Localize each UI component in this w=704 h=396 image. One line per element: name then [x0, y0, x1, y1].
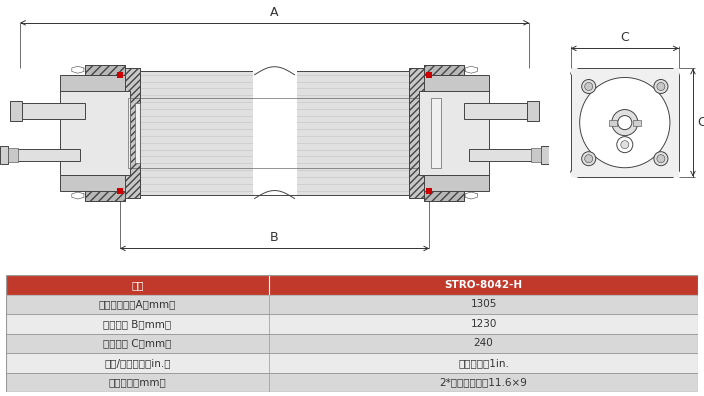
- Circle shape: [654, 80, 668, 93]
- Text: C: C: [697, 116, 704, 129]
- Bar: [128, 98, 130, 168]
- Bar: [425, 190, 464, 200]
- Bar: [432, 98, 441, 168]
- Circle shape: [617, 137, 633, 153]
- Bar: [633, 120, 641, 126]
- Circle shape: [654, 152, 668, 166]
- Bar: [85, 190, 125, 200]
- Text: 产水接口（mm）: 产水接口（mm）: [108, 377, 166, 387]
- Bar: [541, 146, 549, 164]
- Text: B: B: [270, 231, 279, 244]
- Polygon shape: [128, 71, 432, 194]
- Bar: [85, 190, 125, 200]
- Text: 膜组件拉杆长A（mm）: 膜组件拉杆长A（mm）: [99, 299, 176, 309]
- Circle shape: [621, 141, 629, 148]
- Text: 进水/浓水接口（in.）: 进水/浓水接口（in.）: [104, 358, 170, 368]
- Bar: [6, 314, 698, 333]
- Circle shape: [582, 80, 596, 93]
- Text: 法兰宽度 C（mm）: 法兰宽度 C（mm）: [103, 338, 172, 348]
- Bar: [425, 175, 489, 190]
- Bar: [571, 69, 679, 177]
- Text: 240: 240: [474, 338, 494, 348]
- Bar: [470, 148, 544, 161]
- Text: A: A: [270, 6, 279, 19]
- Text: 1305: 1305: [470, 299, 497, 309]
- Bar: [425, 65, 464, 75]
- Bar: [425, 65, 464, 75]
- Bar: [409, 68, 429, 198]
- Circle shape: [618, 116, 631, 129]
- Bar: [6, 275, 698, 295]
- Bar: [85, 65, 125, 75]
- Bar: [609, 120, 617, 126]
- Text: 型号: 型号: [131, 280, 144, 290]
- Circle shape: [657, 82, 665, 91]
- Text: 2*软管快速接口11.6×9: 2*软管快速接口11.6×9: [440, 377, 527, 387]
- Circle shape: [612, 110, 638, 135]
- Bar: [6, 295, 698, 314]
- Bar: [60, 175, 125, 190]
- Text: STRO-8042-H: STRO-8042-H: [444, 280, 522, 290]
- Bar: [60, 91, 130, 175]
- Circle shape: [585, 82, 593, 91]
- Bar: [134, 103, 140, 163]
- Bar: [117, 72, 122, 78]
- Bar: [120, 68, 140, 198]
- Bar: [427, 188, 432, 194]
- Bar: [60, 75, 125, 91]
- Bar: [0, 146, 8, 164]
- Bar: [6, 373, 698, 392]
- Bar: [425, 75, 489, 91]
- Bar: [5, 148, 80, 161]
- Text: 1230: 1230: [470, 319, 497, 329]
- Bar: [120, 68, 140, 198]
- Bar: [427, 72, 432, 78]
- Bar: [531, 148, 541, 162]
- Bar: [527, 101, 539, 121]
- Bar: [425, 190, 464, 200]
- Bar: [6, 353, 698, 373]
- Circle shape: [582, 152, 596, 166]
- Bar: [8, 148, 18, 162]
- Bar: [464, 103, 529, 119]
- Bar: [85, 65, 125, 75]
- Bar: [409, 68, 429, 198]
- Polygon shape: [253, 71, 296, 194]
- Bar: [420, 91, 489, 175]
- Text: C: C: [620, 31, 629, 44]
- Bar: [6, 333, 698, 353]
- Bar: [20, 103, 85, 119]
- Text: 卡箍式接口1in.: 卡箍式接口1in.: [458, 358, 509, 368]
- Circle shape: [585, 155, 593, 163]
- Bar: [10, 101, 22, 121]
- Circle shape: [579, 78, 670, 168]
- Text: 法兰间距 B（mm）: 法兰间距 B（mm）: [103, 319, 171, 329]
- Circle shape: [657, 155, 665, 163]
- Bar: [117, 188, 122, 194]
